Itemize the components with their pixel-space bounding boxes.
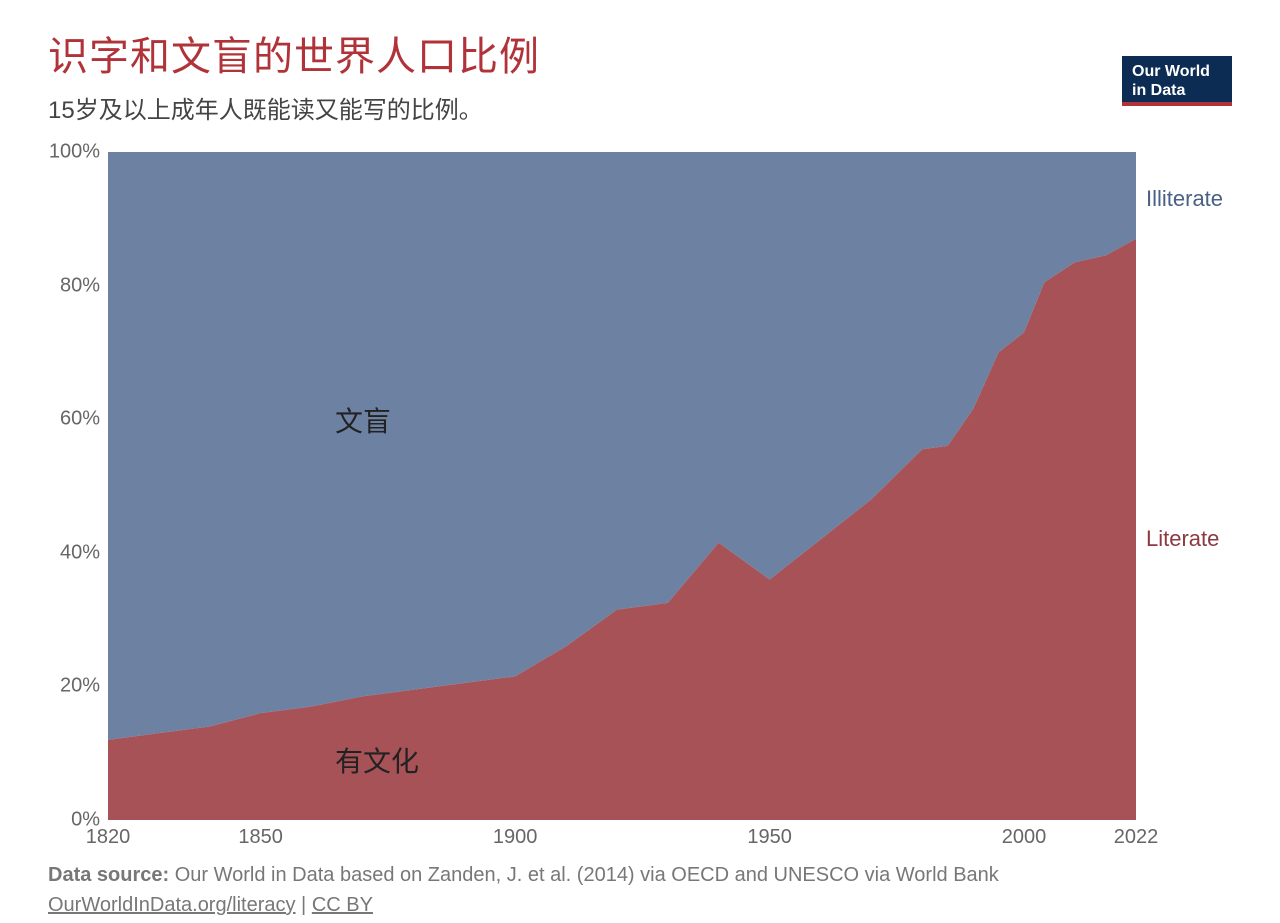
plot-area: 0%20%40%60%80%100%1820185019001950200020… — [108, 152, 1136, 820]
x-tick-label: 1820 — [86, 826, 131, 849]
x-tick-label: 2022 — [1114, 826, 1159, 849]
y-tick-label: 100% — [49, 141, 100, 164]
series-label-illiterate: Illiterate — [1146, 186, 1223, 212]
x-tick-label: 1850 — [238, 826, 283, 849]
footer-sep: | — [296, 894, 312, 916]
series-label-literate: Literate — [1146, 526, 1219, 552]
area-label-literate: 有文化 — [335, 740, 419, 780]
chart-subtitle: 15岁及以上成年人既能读又能写的比例。 — [48, 90, 483, 125]
owid-logo-line1: Our World — [1132, 62, 1222, 81]
chart-title: 识字和文盲的世界人口比例 — [48, 24, 540, 82]
x-tick-label: 1900 — [493, 826, 538, 849]
footer-source: Our World in Data based on Zanden, J. et… — [169, 864, 999, 886]
footer-link-license[interactable]: CC BY — [312, 894, 373, 916]
footer-credit: Data source: Our World in Data based on … — [48, 860, 999, 920]
y-tick-label: 20% — [60, 675, 100, 698]
chart-svg — [108, 152, 1136, 820]
y-tick-label: 80% — [60, 274, 100, 297]
footer-link-site[interactable]: OurWorldInData.org/literacy — [48, 894, 296, 916]
footer-prefix: Data source: — [48, 864, 169, 886]
y-tick-label: 40% — [60, 541, 100, 564]
x-tick-label: 1950 — [747, 826, 792, 849]
chart-figure: 识字和文盲的世界人口比例 15岁及以上成年人既能读又能写的比例。 Our Wor… — [0, 0, 1280, 923]
owid-logo: Our World in Data — [1122, 56, 1232, 106]
y-tick-label: 60% — [60, 408, 100, 431]
x-tick-label: 2000 — [1002, 826, 1047, 849]
area-label-illiterate: 文盲 — [335, 400, 391, 440]
owid-logo-line2: in Data — [1132, 81, 1222, 100]
